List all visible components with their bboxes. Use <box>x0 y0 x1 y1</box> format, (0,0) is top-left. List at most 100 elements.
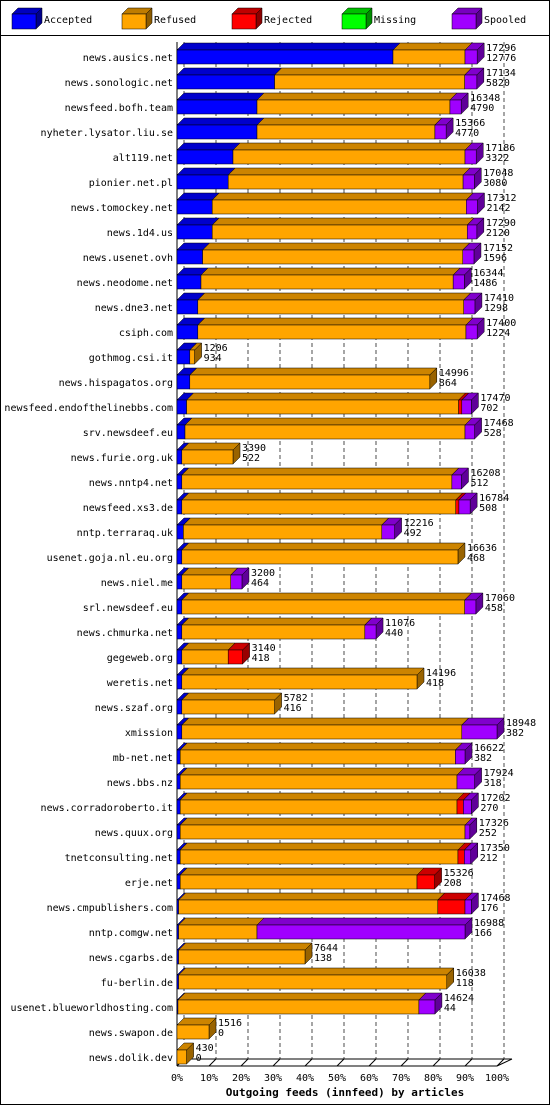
bar-front <box>178 974 448 990</box>
accepted-label: 176 <box>480 903 498 914</box>
bar-top <box>200 267 461 276</box>
accepted-label: 702 <box>480 403 498 414</box>
bar-front <box>176 849 181 865</box>
bar-front <box>176 1049 187 1065</box>
bar-front <box>464 849 472 865</box>
bar-front <box>176 249 203 265</box>
x-tick <box>304 1058 313 1067</box>
accepted-label: 318 <box>484 778 502 789</box>
legend-label: Missing <box>374 15 416 26</box>
bar-segment <box>176 142 241 165</box>
x-tick-label: 10% <box>200 1073 218 1084</box>
bar-front <box>176 374 191 390</box>
bar-front <box>256 124 436 140</box>
bar-front <box>200 274 454 290</box>
bar-front <box>176 749 181 765</box>
bar-front <box>176 399 187 415</box>
bar-segment <box>189 367 438 390</box>
bar-segment <box>176 92 265 115</box>
bar-front <box>274 74 465 90</box>
bar-front <box>176 99 258 115</box>
bar-segment <box>179 742 464 765</box>
bar-front <box>202 249 464 265</box>
bar-front <box>416 874 435 890</box>
bar-front <box>256 99 451 115</box>
accepted-label: 512 <box>470 478 488 489</box>
category-label: csiph.com <box>119 328 173 339</box>
accepted-label: 270 <box>480 803 498 814</box>
category-label: nntp.terraraq.uk <box>77 528 173 539</box>
bar-top <box>179 767 465 776</box>
bar-front <box>183 524 383 540</box>
bar-segment <box>181 442 241 465</box>
bar-top <box>177 942 313 951</box>
bar-front <box>176 149 234 165</box>
accepted-label: 208 <box>444 878 462 889</box>
bar-front <box>176 474 183 490</box>
bar-segment <box>181 542 466 565</box>
bar-front <box>184 424 466 440</box>
bar-segment <box>179 867 425 890</box>
bar-top <box>211 217 475 226</box>
total-label: 1516 <box>218 1018 242 1029</box>
bar-front <box>464 899 472 915</box>
bar-top <box>184 417 473 426</box>
bar-segment <box>182 517 390 540</box>
accepted-label: 934 <box>204 353 222 364</box>
total-label: 16344 <box>473 268 503 279</box>
accepted-label: 3080 <box>483 178 507 189</box>
accepted-label: 382 <box>474 753 492 764</box>
bar-segment <box>176 117 265 140</box>
bar-top <box>181 567 239 576</box>
bar-segment <box>464 817 478 840</box>
accepted-label: 418 <box>252 653 270 664</box>
bar-front <box>181 449 234 465</box>
bar-top <box>256 117 443 126</box>
bar-front <box>455 499 460 515</box>
category-label: usenet.blueworldhosting.com <box>10 1003 173 1014</box>
bar-front <box>176 799 181 815</box>
accepted-label: 2142 <box>486 203 510 214</box>
bar-segment <box>181 492 464 515</box>
bar-segment <box>462 167 482 190</box>
accepted-label: 5820 <box>486 78 510 89</box>
bar-top <box>177 917 265 926</box>
category-label: news.niel.me <box>101 578 173 589</box>
bar-segment <box>177 992 427 1015</box>
bar-front <box>449 99 462 115</box>
bar-top <box>185 392 467 401</box>
bar-segment <box>449 92 469 115</box>
bar-segment <box>189 342 203 365</box>
category-label: weretis.net <box>107 678 173 689</box>
category-label: news.corradoroberto.it <box>41 803 173 814</box>
bar-top <box>176 42 401 51</box>
bar-front <box>176 874 181 890</box>
bar-top <box>181 492 464 501</box>
bar-segment <box>227 642 251 665</box>
category-label: news.bbs.nz <box>107 778 173 789</box>
bar-front <box>176 224 213 240</box>
bar-front <box>181 499 456 515</box>
bar-segment <box>416 867 443 890</box>
bar-top <box>232 142 473 151</box>
bar-top <box>179 867 425 876</box>
total-label: 5782 <box>284 693 308 704</box>
total-label: 3140 <box>252 643 276 654</box>
bar-top <box>181 642 236 651</box>
bar-segment <box>465 192 486 215</box>
x-tick-label: 70% <box>392 1073 410 1084</box>
bar-front <box>181 599 465 615</box>
bar-segment <box>454 742 473 765</box>
bar-segment <box>464 892 480 915</box>
x-tick-label: 30% <box>264 1073 282 1084</box>
accepted-label: 416 <box>284 703 302 714</box>
category-label: news.ausics.net <box>83 53 173 64</box>
bar-segment <box>227 167 471 190</box>
total-label: 17468 <box>484 418 514 429</box>
accepted-label: 2120 <box>486 228 510 239</box>
x-tick-label: 60% <box>360 1073 378 1084</box>
category-label: news.neodome.net <box>77 278 173 289</box>
bar-segment <box>176 42 401 65</box>
total-label: 3390 <box>242 443 266 454</box>
